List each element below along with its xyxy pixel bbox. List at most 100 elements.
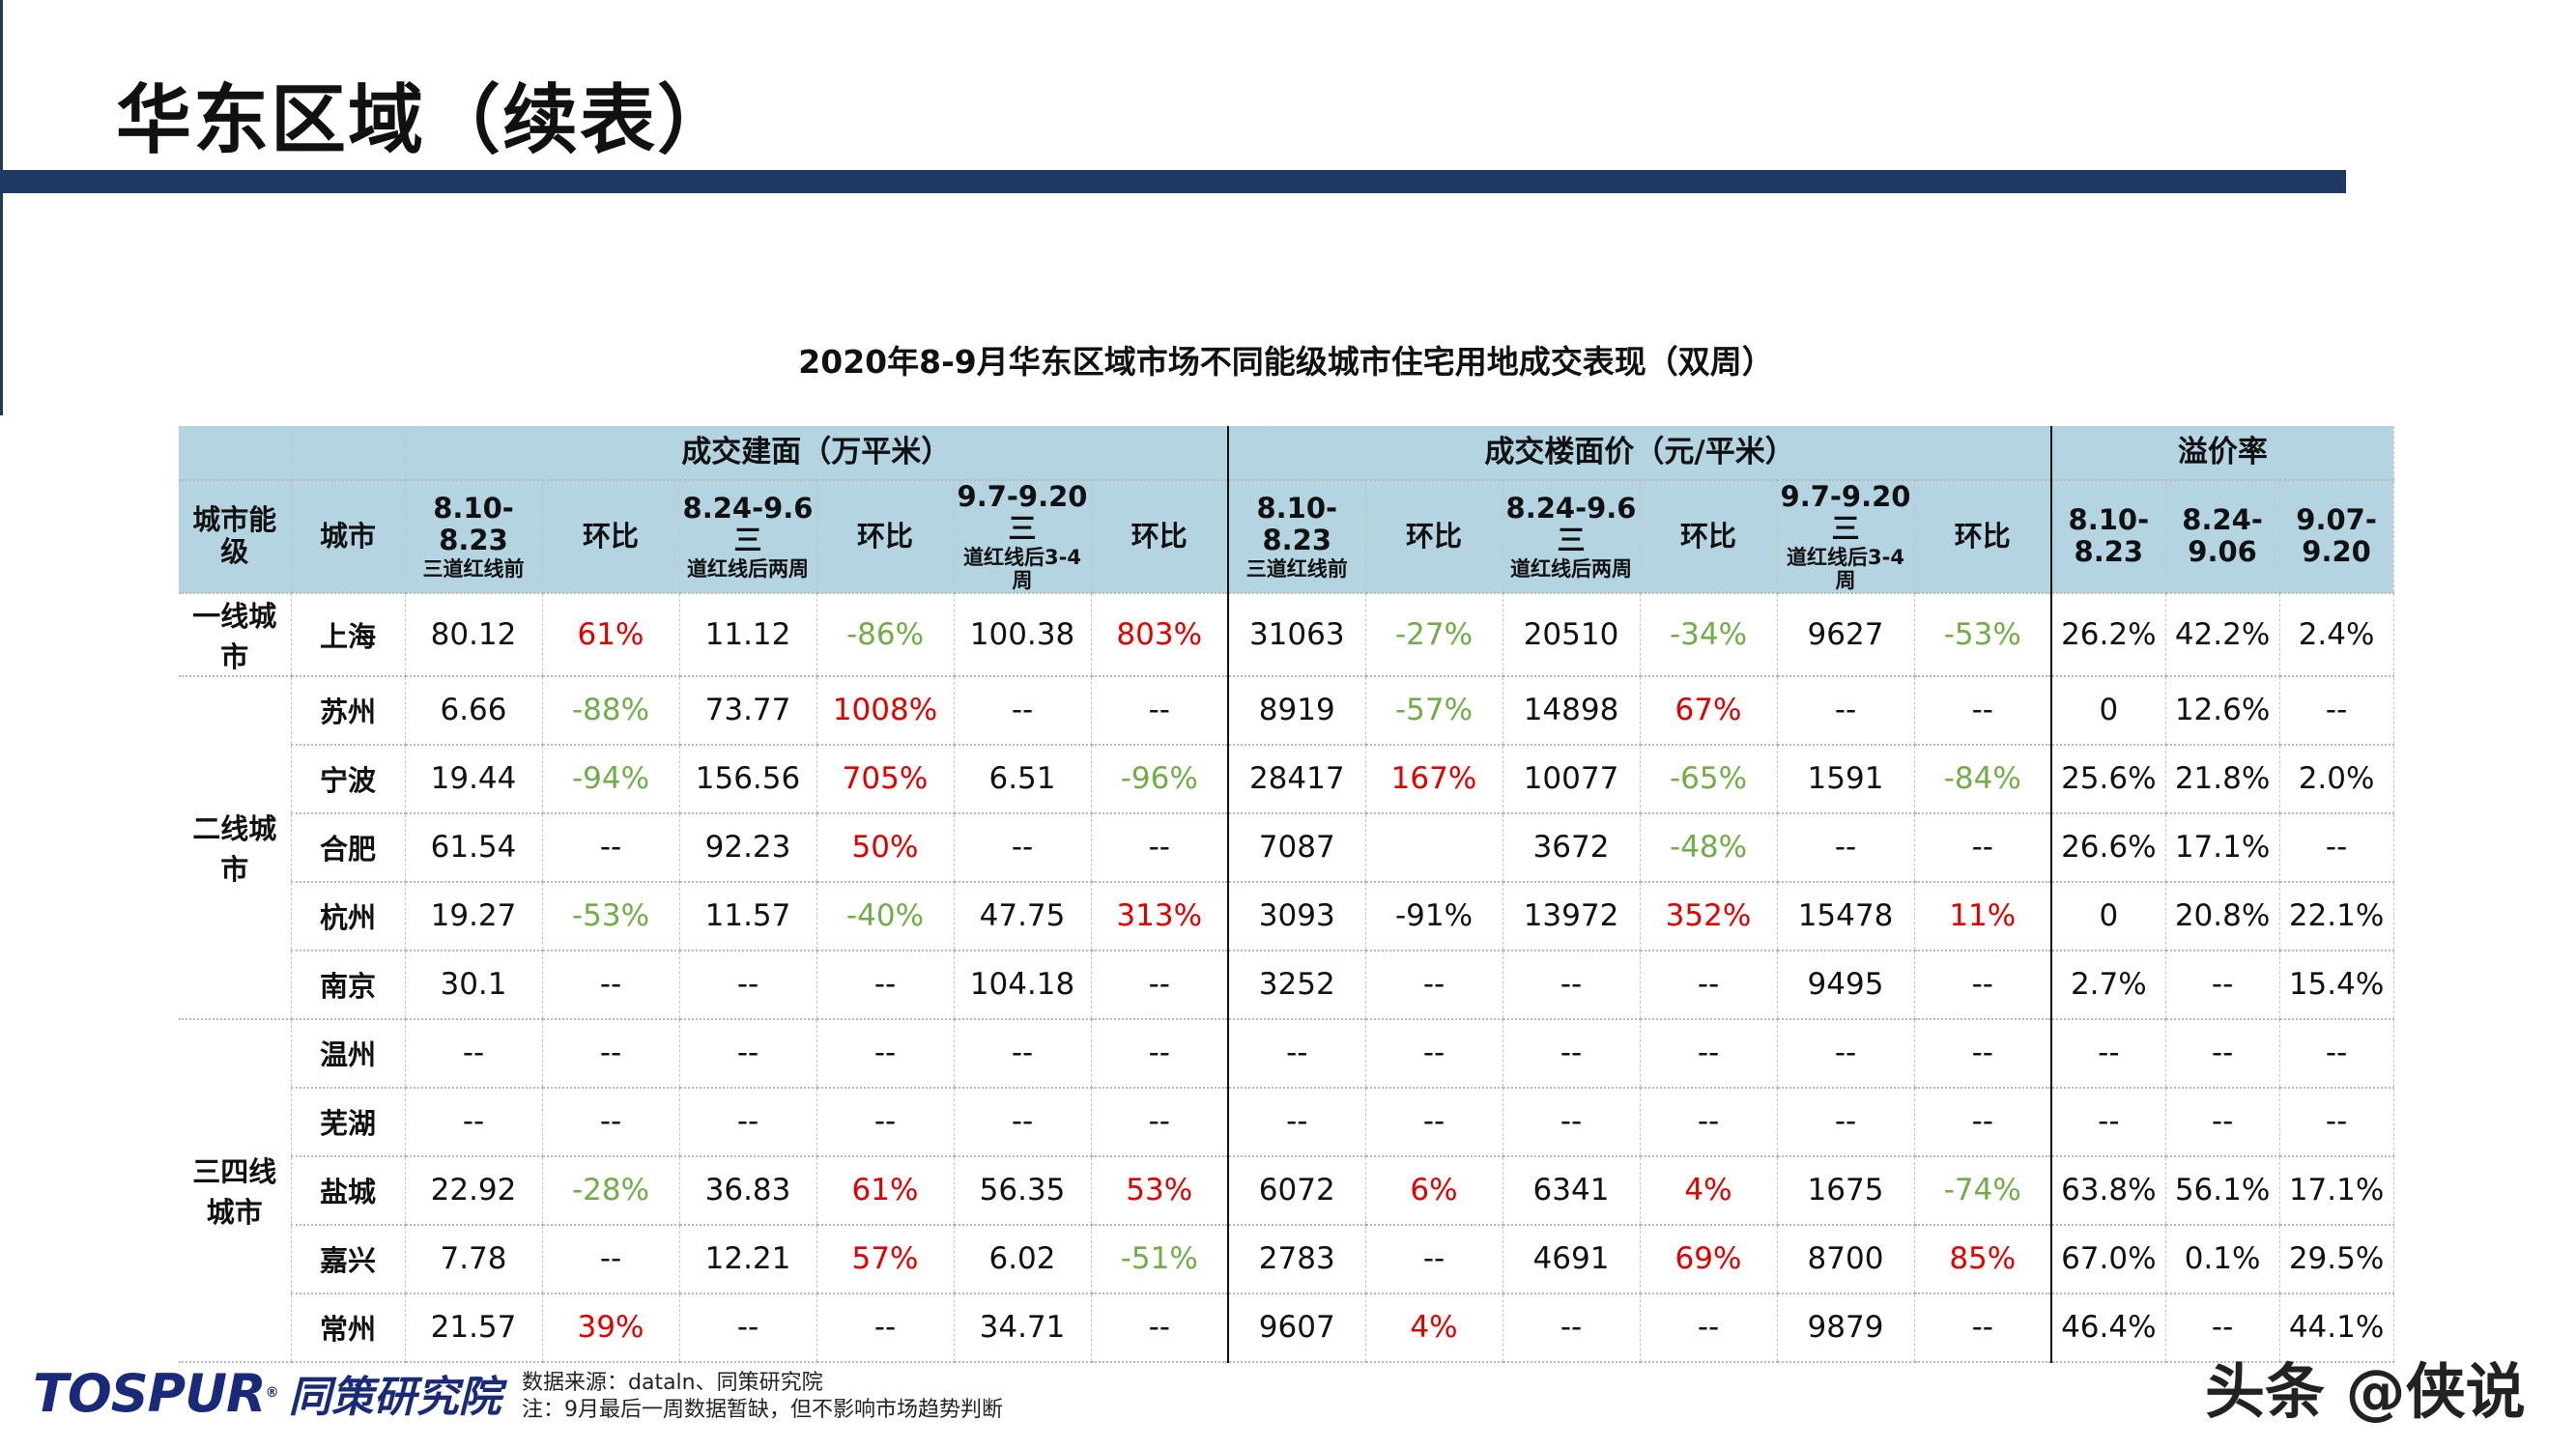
value-cell: -94% bbox=[542, 744, 680, 814]
value-cell: 6072 bbox=[1228, 1155, 1366, 1226]
value-cell: -- bbox=[542, 1018, 680, 1089]
city-tier-cell: 二线城市 bbox=[179, 675, 292, 1020]
value-cell: 1008% bbox=[816, 675, 955, 746]
value-cell: -- bbox=[1914, 1018, 2053, 1089]
value-cell: -- bbox=[1365, 1018, 1503, 1089]
value-cell: -- bbox=[1914, 1293, 2053, 1363]
value-cell: 12.6% bbox=[2165, 675, 2280, 746]
value-cell: -- bbox=[816, 1087, 955, 1157]
value-cell: -- bbox=[542, 1224, 680, 1294]
value-cell: -- bbox=[1503, 1293, 1641, 1363]
column-header-main: 9.07-9.20 bbox=[2296, 503, 2377, 569]
table-row: 嘉兴 7.78 -- 12.21 57% 6.02 -51% 2783 -- 4691 69% 870… bbox=[179, 1224, 2394, 1294]
value-cell: 36.83 bbox=[679, 1155, 817, 1226]
value-cell: 156.56 bbox=[679, 744, 817, 814]
table-row: 杭州 19.27 -53% 11.57 -40% 47.75 313% 3093 -91% 139… bbox=[179, 881, 2394, 952]
city-tier-cell: 一线城市 bbox=[179, 592, 292, 677]
value-cell: -- bbox=[679, 1018, 817, 1089]
value-cell: 20.8% bbox=[2165, 881, 2280, 952]
value-cell: 67% bbox=[1640, 675, 1778, 746]
value-cell: -- bbox=[1914, 950, 2053, 1020]
value-cell: -- bbox=[1365, 1087, 1503, 1157]
value-cell: 9495 bbox=[1777, 950, 1915, 1020]
table-row: 合肥 61.54 -- 92.23 50% -- -- 7087 3672 -48% -- -- 26.… bbox=[179, 812, 2394, 883]
value-cell: -- bbox=[1914, 675, 2053, 746]
city-cell: 宁波 bbox=[291, 744, 406, 814]
city-tier-cell: 三四线城市 bbox=[179, 1018, 292, 1363]
value-cell: 6.02 bbox=[954, 1224, 1092, 1294]
value-cell: -- bbox=[954, 812, 1092, 883]
table-title: 2020年8-9月华东区域市场不同能级城市住宅用地成交表现（双周） bbox=[798, 343, 1774, 381]
value-cell: 56.35 bbox=[954, 1155, 1092, 1226]
value-cell: 104.18 bbox=[954, 950, 1092, 1020]
table-body: 一线城市 上海 80.12 61% 11.12 -86% 100.38 803% 31063 -2… bbox=[179, 592, 2394, 1363]
column-header: 环比 bbox=[1914, 480, 2053, 594]
value-cell: 6% bbox=[1365, 1155, 1503, 1226]
value-cell: -- bbox=[1640, 1293, 1778, 1363]
city-cell: 温州 bbox=[291, 1018, 406, 1089]
column-header: 城市能级 bbox=[179, 480, 292, 594]
value-cell: -- bbox=[2279, 675, 2394, 746]
value-cell: -- bbox=[1091, 1018, 1229, 1089]
footnote: 注：9月最后一周数据暂缺，但不影响市场趋势判断 bbox=[522, 1398, 1003, 1422]
value-cell: 3252 bbox=[1228, 950, 1366, 1020]
value-cell: -65% bbox=[1640, 744, 1778, 814]
value-cell: 4691 bbox=[1503, 1224, 1641, 1294]
value-cell: -- bbox=[2165, 1087, 2280, 1157]
column-header-main: 城市 bbox=[319, 519, 376, 553]
city-cell: 苏州 bbox=[291, 675, 406, 746]
value-cell: 167% bbox=[1365, 744, 1503, 814]
value-cell: -- bbox=[405, 1018, 543, 1089]
value-cell: -- bbox=[2165, 1018, 2280, 1089]
value-cell: -- bbox=[679, 1087, 817, 1157]
value-cell: -- bbox=[679, 1293, 817, 1363]
value-cell: -- bbox=[1091, 1293, 1229, 1363]
table-row: 南京 30.1 -- -- -- 104.18 -- 3252 -- -- -- 9495 -- 2.7%… bbox=[179, 950, 2394, 1020]
column-header: 环比 bbox=[1091, 480, 1229, 594]
column-header: 8.10-8.23 三道红线前 bbox=[405, 480, 543, 594]
value-cell: -- bbox=[1091, 675, 1229, 746]
value-cell: 313% bbox=[1091, 881, 1229, 952]
value-cell: 7087 bbox=[1228, 812, 1366, 883]
value-cell: 28417 bbox=[1228, 744, 1366, 814]
column-header: 8.10-8.23 三道红线前 bbox=[1228, 480, 1366, 594]
value-cell: 13972 bbox=[1503, 881, 1641, 952]
value-cell: -- bbox=[1503, 1087, 1641, 1157]
value-cell: 6.51 bbox=[954, 744, 1092, 814]
value-cell: 30.1 bbox=[405, 950, 543, 1020]
value-cell: 73.77 bbox=[679, 675, 817, 746]
table-row: 盐城 22.92 -28% 36.83 61% 56.35 53% 6072 6% 6341 4% 1… bbox=[179, 1155, 2394, 1226]
value-cell: 11% bbox=[1914, 881, 2053, 952]
value-cell: -- bbox=[2279, 1018, 2394, 1089]
value-cell: 39% bbox=[542, 1293, 680, 1363]
value-cell bbox=[1365, 812, 1503, 883]
value-cell: -- bbox=[816, 1018, 955, 1089]
value-cell: -- bbox=[954, 675, 1092, 746]
value-cell: -- bbox=[1777, 1018, 1915, 1089]
value-cell: -- bbox=[816, 1293, 955, 1363]
value-cell: 26.6% bbox=[2051, 812, 2166, 883]
value-cell: -57% bbox=[1365, 675, 1503, 746]
value-cell: -- bbox=[1914, 812, 2053, 883]
value-cell: 6341 bbox=[1503, 1155, 1641, 1226]
group-header-premium: 溢价率 bbox=[2051, 426, 2394, 481]
value-cell: 15.4% bbox=[2279, 950, 2394, 1020]
value-cell: -- bbox=[1640, 1087, 1778, 1157]
header-blank bbox=[291, 426, 406, 481]
value-cell: 57% bbox=[816, 1224, 955, 1294]
value-cell: 0 bbox=[2051, 881, 2166, 952]
value-cell: -- bbox=[1640, 1018, 1778, 1089]
value-cell: 85% bbox=[1914, 1224, 2053, 1294]
column-header: 9.07-9.20 bbox=[2279, 480, 2394, 594]
value-cell: -- bbox=[405, 1087, 543, 1157]
column-header: 环比 bbox=[816, 480, 955, 594]
value-cell: -- bbox=[542, 1087, 680, 1157]
value-cell: 34.71 bbox=[954, 1293, 1092, 1363]
value-cell: 2.4% bbox=[2279, 592, 2394, 677]
page-title: 华东区域（续表） bbox=[116, 77, 735, 164]
column-header-sub: 三道红线前 bbox=[422, 556, 525, 581]
value-cell: 803% bbox=[1091, 592, 1229, 677]
header-blank bbox=[179, 426, 292, 481]
value-cell: 21.57 bbox=[405, 1293, 543, 1363]
value-cell: -- bbox=[2279, 812, 2394, 883]
